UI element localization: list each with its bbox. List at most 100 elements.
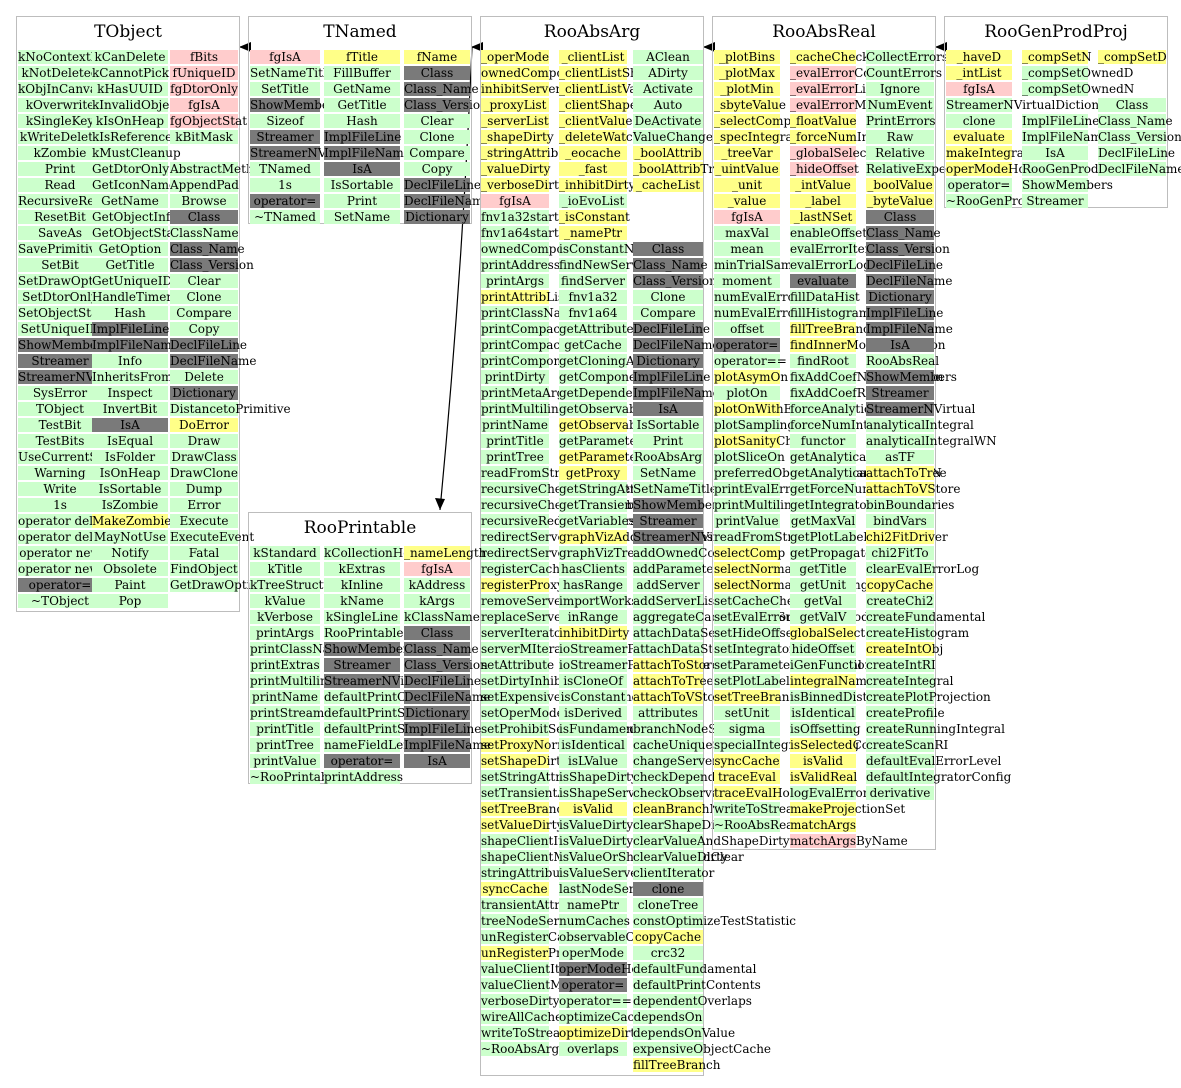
member-clonetree: cloneTree xyxy=(633,898,703,912)
member-readfromstream: readFromStream xyxy=(481,466,586,480)
member-getcomponents: getComponents xyxy=(559,370,655,384)
member-resetbit: ResetBit xyxy=(18,210,102,224)
member-issortable: IsSortable xyxy=(633,418,703,432)
member-enableoffsetting: enableOffsetting xyxy=(790,226,892,240)
member-getobservableshook: getObservablesHook xyxy=(559,418,687,432)
member-value: _value xyxy=(714,194,780,208)
member-implfilename: ImplFileName xyxy=(404,738,491,752)
member-defaultintegratorconfig: defaultIntegratorConfig xyxy=(866,770,1012,784)
member-testbits: TestBits xyxy=(18,434,102,448)
member-saveprimitive: SavePrimitive xyxy=(18,242,103,256)
member-printmultiline: printMultiline xyxy=(481,402,566,416)
member-attachtovstore: attachToVStore xyxy=(866,482,961,496)
member-info: Info xyxy=(92,354,168,368)
member-print: Print xyxy=(633,434,703,448)
member-boolattribtransient: _boolAttribTransient xyxy=(633,162,759,176)
member-evalerrorloggingmode: evalErrorLoggingMode xyxy=(790,258,933,272)
member-registerproxy: registerProxy xyxy=(481,578,564,592)
member-replaceserver: replaceServer xyxy=(481,610,568,624)
member-inhibitserverredirect: inhibitServerRedirect xyxy=(481,82,614,96)
member-implfileline: ImplFileLine xyxy=(633,370,711,384)
member-roogenprodproj: RooGenProdProj xyxy=(1022,162,1124,176)
member-attachtotree: attachToTree xyxy=(866,466,947,480)
member-printname: printName xyxy=(481,418,549,432)
member-printtree: printTree xyxy=(481,450,549,464)
member-analyticalintegral: analyticalIntegral xyxy=(866,418,974,432)
member-isselectedcomp: isSelectedComp xyxy=(790,738,889,752)
member-deletewatch: _deleteWatch xyxy=(559,130,641,144)
member-declfilename: DeclFileName xyxy=(404,690,491,704)
member-clearshapedirty: clearShapeDirty xyxy=(633,818,733,832)
member-cacheuniquesuffix: cacheUniqueSuffix xyxy=(633,738,748,752)
member-streamer: Streamer xyxy=(1022,194,1088,208)
member-readfromstream: readFromStream xyxy=(714,530,819,544)
member-opermodehook: operModeHook xyxy=(559,962,654,976)
member-plotasymon: plotAsymOn xyxy=(714,370,789,384)
member-getcloningancestors: getCloningAncestors xyxy=(559,354,687,368)
member-saveas: SaveAs xyxy=(18,226,102,240)
member-getpropagatederror: getPropagatedError xyxy=(790,546,914,560)
member-attributes: attributes xyxy=(633,706,703,720)
member-khasuuid: kHasUUID xyxy=(92,82,168,96)
member-compare: Compare xyxy=(170,306,238,320)
member-settransientattribute: setTransientAttribute xyxy=(481,786,613,800)
class-box-rooabsarg: RooAbsArg _operMode ownedComponents inhibi… xyxy=(480,16,812,1076)
member-constoptimizeteststatistic: constOptimizeTestStatistic xyxy=(633,914,797,928)
member-traceevalhook: traceEvalHook xyxy=(714,786,805,800)
member-class: Class xyxy=(170,210,238,224)
member-kzombie: kZombie xyxy=(18,146,102,160)
member-clientiterator: clientIterator xyxy=(633,866,715,880)
member-servermiterator: serverMIterator xyxy=(481,642,580,656)
class-title: TNamed xyxy=(323,22,397,42)
member-fgisa: fgIsA xyxy=(481,194,549,208)
member-streamernvirtual: StreamerNVirtual xyxy=(324,674,434,688)
member-getcache: getCache xyxy=(559,338,627,352)
member-printaddress: printAddress xyxy=(324,770,403,784)
member-sbytevalue: _sbyteValue xyxy=(714,98,786,112)
member-astf: asTF xyxy=(866,450,934,464)
member-plotsamplinghint: plotSamplingHint xyxy=(714,418,822,432)
member-boolvalue: _boolValue xyxy=(866,178,934,192)
member-printmultiline: printMultiline xyxy=(250,674,335,688)
member-warning: Warning xyxy=(18,466,102,480)
member-gettransientattribute: getTransientAttribute xyxy=(559,498,692,512)
member-redirectservershook: redirectServersHook xyxy=(481,546,609,560)
member-synccache: syncCache xyxy=(481,882,549,896)
member-fbits: fBits xyxy=(170,50,238,64)
member-printattriblist: printAttribList xyxy=(481,290,569,304)
member-collecterrors: CollectErrors xyxy=(866,50,949,64)
member-dictionary: Dictionary xyxy=(170,386,238,400)
member-optimizedirtyhook: optimizeDirtyHook xyxy=(559,1026,675,1040)
member-ignore: Ignore xyxy=(866,82,934,96)
member-fgisa: fgIsA xyxy=(170,98,238,112)
member-evalerrorlist: _evalErrorList xyxy=(790,82,877,96)
member-findobject: FindObject xyxy=(170,562,238,576)
member-declfileline: DeclFileLine xyxy=(404,178,482,192)
member-globalselectcomp: globalSelectComp xyxy=(790,626,901,640)
member-streamer: Streamer xyxy=(866,386,934,400)
member-class-name: Class_Name xyxy=(866,226,941,240)
member-setintegratorconfig: setIntegratorConfig xyxy=(714,642,835,656)
member-isa: IsA xyxy=(633,402,703,416)
member-intlist: _intList xyxy=(946,66,1012,80)
member-fgisa: fgIsA xyxy=(946,82,1012,96)
member-recursiveredirectservers: recursiveRedirectServers xyxy=(481,514,637,528)
member-classname: ClassName xyxy=(170,226,239,240)
class-title: RooAbsArg xyxy=(543,22,641,42)
member-setstringattribute: setStringAttribute xyxy=(481,770,593,784)
member-raw: Raw xyxy=(866,130,934,144)
member-printmultiline: printMultiline xyxy=(714,498,799,512)
member-isconstantnodes: isConstantNodes xyxy=(559,242,663,256)
member-shapeclientmiterator: shapeClientMIterator xyxy=(481,850,613,864)
member-graphviztree: graphVizTree xyxy=(559,546,642,560)
member-fillbuffer: FillBuffer xyxy=(324,66,400,80)
member-floatvalue: _floatValue xyxy=(790,114,857,128)
member-ftitle: fTitle xyxy=(324,50,400,64)
member-fgisa: fgIsA xyxy=(404,562,470,576)
member-compsetownedd: _compSetOwnedD xyxy=(1022,66,1134,80)
member-fixaddcoefnormalization: fixAddCoefNormalization xyxy=(790,370,944,384)
member-fname: fName xyxy=(404,50,470,64)
member-getstringattribute: getStringAttribute xyxy=(559,482,672,496)
member-class: Class xyxy=(404,626,470,640)
member-printerrors: PrintErrors xyxy=(866,114,936,128)
